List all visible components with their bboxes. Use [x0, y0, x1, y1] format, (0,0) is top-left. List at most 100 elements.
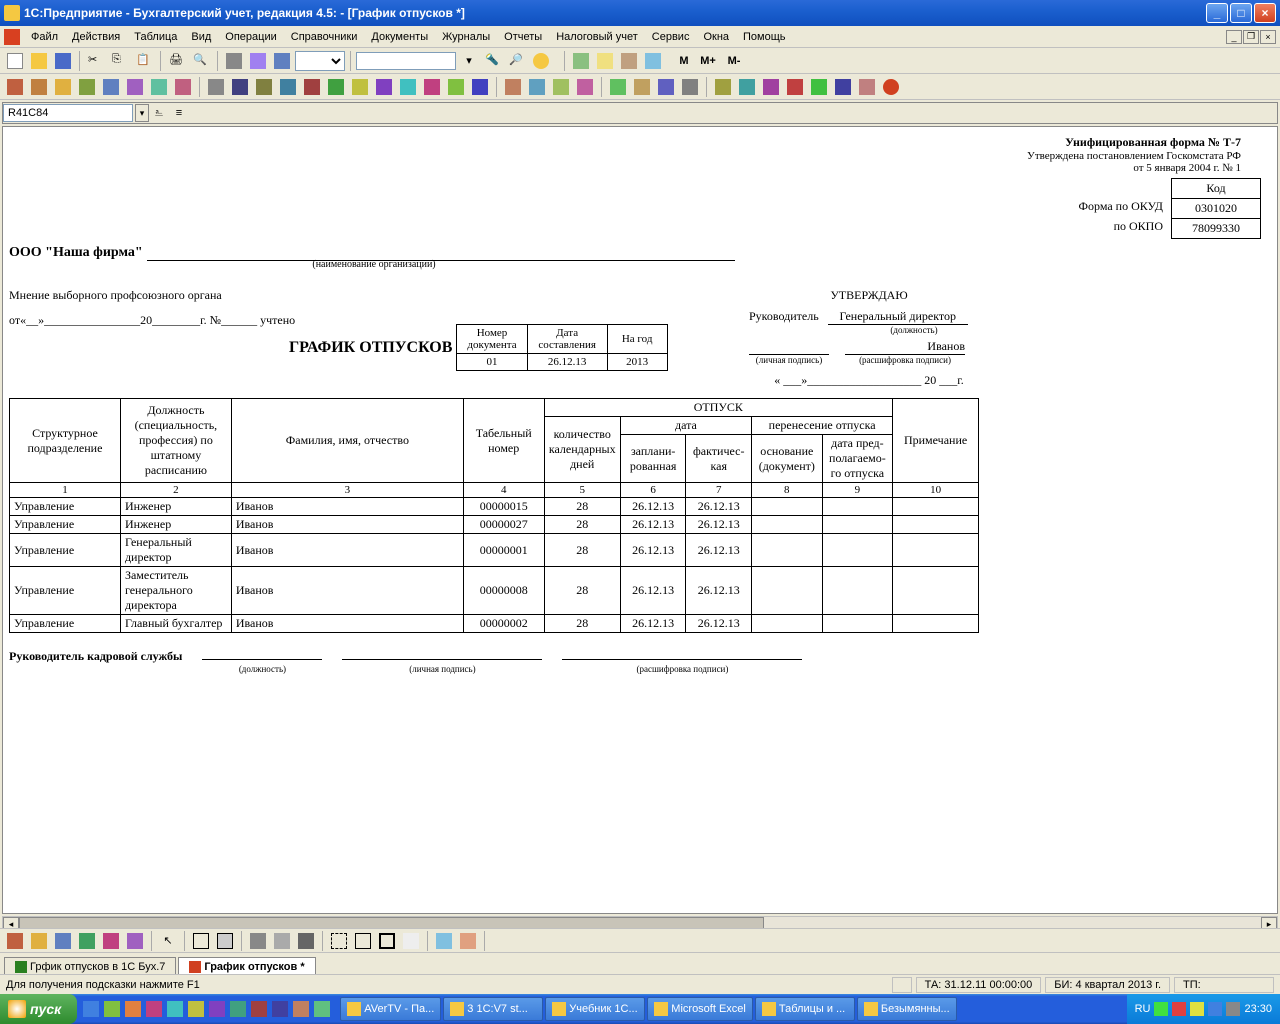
menu-table[interactable]: Таблица — [127, 29, 184, 45]
bt-5[interactable] — [100, 930, 122, 952]
tb2-11[interactable] — [253, 76, 275, 98]
taskbar-task[interactable]: Таблицы и ... — [755, 997, 855, 1021]
cell-ref-dropdown[interactable]: ▾ — [135, 104, 149, 122]
tb2-5[interactable] — [100, 76, 122, 98]
tb2-18[interactable] — [421, 76, 443, 98]
ql-3[interactable] — [123, 998, 143, 1020]
ql-2[interactable] — [102, 998, 122, 1020]
tray-icon[interactable] — [1154, 1002, 1168, 1016]
bt-3[interactable] — [52, 930, 74, 952]
taskbar-task[interactable]: 3 1C:V7 st... — [443, 997, 543, 1021]
ql-5[interactable] — [165, 998, 185, 1020]
tray-icon[interactable] — [1226, 1002, 1240, 1016]
tb2-13[interactable] — [301, 76, 323, 98]
tb2-27[interactable] — [655, 76, 677, 98]
tb2-23[interactable] — [550, 76, 572, 98]
find-button[interactable]: 🔦 — [482, 50, 504, 72]
tb2-33[interactable] — [808, 76, 830, 98]
tb2-17[interactable] — [397, 76, 419, 98]
ql-9[interactable] — [249, 998, 269, 1020]
taskbar-task[interactable]: Учебник 1С... — [545, 997, 645, 1021]
tb2-28[interactable] — [679, 76, 701, 98]
bt-pointer[interactable]: ↖ — [157, 930, 179, 952]
refbar-icon1[interactable]: ⎁ — [149, 107, 169, 120]
ql-6[interactable] — [186, 998, 206, 1020]
cut-button[interactable]: ✂ — [85, 50, 107, 72]
search-drop[interactable]: ▾ — [458, 50, 480, 72]
clock[interactable]: 23:30 — [1244, 1003, 1272, 1015]
taskbar-task[interactable]: AVerTV - Па... — [340, 997, 441, 1021]
tb2-8[interactable] — [172, 76, 194, 98]
btn-t3[interactable] — [271, 50, 293, 72]
bt-6[interactable] — [124, 930, 146, 952]
menu-actions[interactable]: Действия — [65, 29, 127, 45]
bt-c1[interactable] — [247, 930, 269, 952]
btn-x1[interactable] — [618, 50, 640, 72]
start-button[interactable]: пуск — [0, 994, 77, 1024]
menu-service[interactable]: Сервис — [645, 29, 697, 45]
new-button[interactable] — [4, 50, 26, 72]
bt-e1[interactable] — [433, 930, 455, 952]
zoom-combo[interactable] — [295, 51, 345, 71]
search-input[interactable] — [356, 52, 456, 70]
open-button[interactable] — [28, 50, 50, 72]
tb2-31[interactable] — [760, 76, 782, 98]
bt-c2[interactable] — [271, 930, 293, 952]
btn-t2[interactable] — [247, 50, 269, 72]
menu-documents[interactable]: Документы — [364, 29, 435, 45]
tray-icon[interactable] — [1190, 1002, 1204, 1016]
refbar-icon2[interactable]: ≡ — [169, 107, 189, 119]
menu-reports[interactable]: Отчеты — [497, 29, 549, 45]
preview-button[interactable]: 🔍 — [190, 50, 212, 72]
menu-windows[interactable]: Окна — [696, 29, 736, 45]
ql-4[interactable] — [144, 998, 164, 1020]
ql-11[interactable] — [291, 998, 311, 1020]
ql-1[interactable] — [81, 998, 101, 1020]
tb2-16[interactable] — [373, 76, 395, 98]
menu-view[interactable]: Вид — [184, 29, 218, 45]
bt-e2[interactable] — [457, 930, 479, 952]
tb2-14[interactable] — [325, 76, 347, 98]
minimize-button[interactable]: _ — [1206, 3, 1228, 23]
bt-d3[interactable] — [376, 930, 398, 952]
copy-button[interactable]: ⎘ — [109, 50, 131, 72]
btn-t1[interactable] — [223, 50, 245, 72]
tb2-21[interactable] — [502, 76, 524, 98]
bt-1[interactable] — [4, 930, 26, 952]
bt-2[interactable] — [28, 930, 50, 952]
mdi-restore[interactable]: ❐ — [1243, 30, 1259, 44]
ql-12[interactable] — [312, 998, 332, 1020]
bt-b2[interactable] — [214, 930, 236, 952]
tb2-9[interactable] — [205, 76, 227, 98]
tb2-32[interactable] — [784, 76, 806, 98]
print-button[interactable]: 🖨 — [166, 50, 188, 72]
menu-tax[interactable]: Налоговый учет — [549, 29, 645, 45]
bt-d2[interactable] — [352, 930, 374, 952]
tb2-25[interactable] — [607, 76, 629, 98]
tray-icon[interactable] — [1208, 1002, 1222, 1016]
bt-b1[interactable] — [190, 930, 212, 952]
bt-d1[interactable] — [328, 930, 350, 952]
menu-operations[interactable]: Операции — [218, 29, 283, 45]
mdi-close[interactable]: × — [1260, 30, 1276, 44]
find-next-button[interactable]: 🔎 — [506, 50, 528, 72]
tb2-36[interactable] — [880, 76, 902, 98]
menu-file[interactable]: Файл — [24, 29, 65, 45]
btn-x2[interactable] — [642, 50, 664, 72]
bt-d4[interactable] — [400, 930, 422, 952]
tb2-12[interactable] — [277, 76, 299, 98]
calc-button[interactable] — [570, 50, 592, 72]
tb2-10[interactable] — [229, 76, 251, 98]
tb2-24[interactable] — [574, 76, 596, 98]
tb2-1[interactable] — [4, 76, 26, 98]
help-button[interactable] — [530, 50, 552, 72]
mdi-minimize[interactable]: _ — [1226, 30, 1242, 44]
tb2-19[interactable] — [445, 76, 467, 98]
m-button[interactable]: M — [674, 50, 694, 72]
ql-10[interactable] — [270, 998, 290, 1020]
cell-reference[interactable] — [3, 104, 133, 122]
ql-7[interactable] — [207, 998, 227, 1020]
tb2-7[interactable] — [148, 76, 170, 98]
tb2-15[interactable] — [349, 76, 371, 98]
tb2-22[interactable] — [526, 76, 548, 98]
